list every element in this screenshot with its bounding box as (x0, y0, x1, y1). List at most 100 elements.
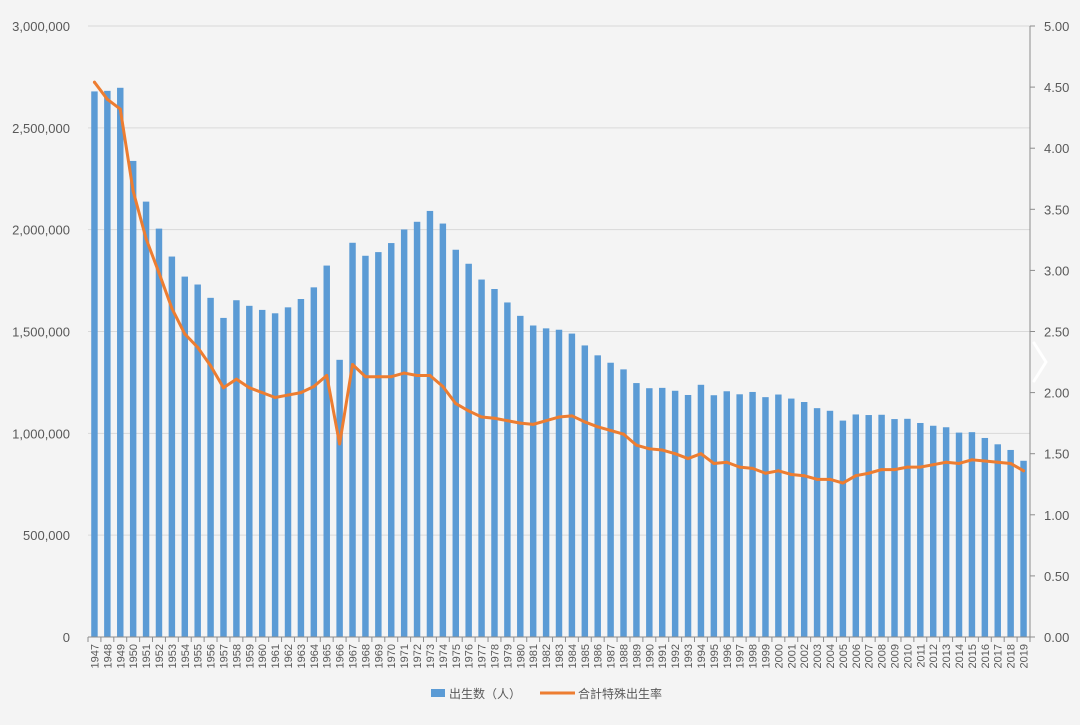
point-1990 (647, 447, 651, 451)
bar-2003 (813, 408, 821, 637)
bar-1964 (310, 287, 318, 637)
x-tick-label-2008: 2008 (877, 644, 889, 668)
point-1993 (686, 457, 690, 461)
bar-1947 (91, 91, 98, 637)
bar-1974 (439, 223, 447, 638)
x-tick-label-2016: 2016 (980, 644, 992, 668)
x-tick-label-1995: 1995 (709, 644, 721, 668)
point-1978 (492, 416, 496, 420)
x-tick-label-1954: 1954 (180, 644, 192, 668)
x-tick-label-2018: 2018 (1006, 644, 1018, 668)
point-1973 (428, 373, 432, 377)
x-tick-label-1988: 1988 (619, 644, 631, 668)
right-tick-label-8: 4.00 (1044, 141, 1069, 156)
bar-2008 (878, 414, 885, 637)
point-1999 (763, 471, 767, 475)
x-tick-label-2014: 2014 (954, 644, 966, 668)
x-tick-label-1993: 1993 (683, 644, 695, 668)
bar-1948 (104, 90, 111, 637)
x-tick-label-1984: 1984 (567, 644, 579, 668)
bar-2015 (968, 432, 976, 637)
bar-1967 (349, 242, 356, 637)
bar-1995 (710, 395, 718, 637)
point-1995 (712, 461, 716, 465)
bar-1966 (336, 359, 343, 637)
x-tick-label-1980: 1980 (515, 644, 527, 668)
x-tick-label-2019: 2019 (1019, 644, 1031, 668)
point-2016 (983, 459, 987, 463)
left-axis-ticks: 0 500,000 1,000,000 1,500,000 2,000,000 2,500… (12, 19, 70, 645)
point-2008 (880, 468, 884, 472)
x-tick-label-1972: 1972 (412, 644, 424, 668)
bar-1976 (465, 263, 472, 637)
x-tick-label-2009: 2009 (890, 644, 902, 668)
point-1985 (583, 420, 587, 424)
bar-1952 (155, 228, 163, 637)
x-tick-label-1987: 1987 (606, 644, 618, 668)
x-tick-label-1948: 1948 (102, 644, 114, 668)
bar-1969 (375, 252, 382, 638)
point-2018 (1009, 461, 1013, 465)
bar-1963 (297, 299, 305, 637)
bar-1971 (400, 229, 408, 637)
point-2017 (996, 460, 1000, 464)
right-tick-label-0: 0.00 (1044, 630, 1069, 645)
x-tick-label-1964: 1964 (309, 644, 321, 668)
left-tick-label-1: 500,000 (23, 528, 70, 543)
point-1967 (351, 362, 355, 366)
point-1977 (480, 415, 484, 419)
x-tick-label-2011: 2011 (915, 644, 927, 668)
x-tick-label-2002: 2002 (799, 644, 811, 668)
bar-2018 (1007, 449, 1014, 637)
axes (87, 25, 1035, 642)
bar-2010 (904, 418, 911, 637)
x-tick-label-1983: 1983 (554, 644, 566, 668)
point-2001 (789, 472, 793, 476)
bar-1983 (555, 329, 563, 637)
point-1992 (673, 452, 677, 456)
point-1984 (570, 414, 574, 418)
point-1959 (247, 386, 251, 390)
line-series (92, 80, 1026, 485)
legend-swatch-births (431, 689, 445, 697)
x-tick-label-1992: 1992 (670, 644, 682, 668)
point-2004 (828, 477, 832, 481)
point-1971 (402, 371, 406, 375)
bar-1962 (284, 307, 292, 637)
chevron-right-icon[interactable] (1032, 341, 1048, 383)
bar-series (91, 87, 1027, 638)
x-tick-label-2005: 2005 (838, 644, 850, 668)
right-axis-ticks: 0.00 0.50 1.00 1.50 2.00 2.50 3.00 3.50 4.00 4.50… (1044, 19, 1069, 645)
x-tick-label-1991: 1991 (657, 644, 669, 668)
x-tick-label-2015: 2015 (967, 644, 979, 668)
right-tick-label-1: 0.50 (1044, 569, 1069, 584)
x-tick-label-1956: 1956 (206, 644, 218, 668)
bar-2016 (981, 437, 989, 637)
bar-2005 (839, 420, 847, 637)
x-tick-label-1999: 1999 (760, 644, 772, 668)
point-1949 (118, 107, 122, 111)
point-2010 (905, 465, 909, 469)
point-2011 (918, 465, 922, 469)
x-tick-label-2007: 2007 (864, 644, 876, 668)
point-1989 (634, 443, 638, 447)
bar-1991 (659, 387, 666, 637)
bar-1985 (581, 345, 589, 637)
right-tick-label-7: 3.50 (1044, 202, 1069, 217)
point-2009 (893, 468, 897, 472)
x-tick-label-1966: 1966 (335, 644, 347, 668)
x-tick-label-1957: 1957 (218, 644, 230, 668)
x-tick-label-1979: 1979 (502, 644, 514, 668)
x-tick-label-1976: 1976 (464, 644, 476, 668)
bar-1953 (168, 256, 176, 637)
right-tick-label-6: 3.00 (1044, 263, 1069, 278)
point-2014 (957, 461, 961, 465)
bar-1982 (542, 328, 550, 637)
bar-1977 (478, 279, 485, 637)
point-1979 (505, 419, 509, 423)
x-axis-ticks: 1947 1948 1949 1950 1951 1952 1953 1954 1955 1956… (89, 644, 1030, 668)
x-tick-label-1975: 1975 (451, 644, 463, 668)
left-tick-label-3: 1,500,000 (12, 325, 70, 340)
right-tick-label-9: 4.50 (1044, 80, 1069, 95)
bar-1949 (117, 87, 124, 637)
